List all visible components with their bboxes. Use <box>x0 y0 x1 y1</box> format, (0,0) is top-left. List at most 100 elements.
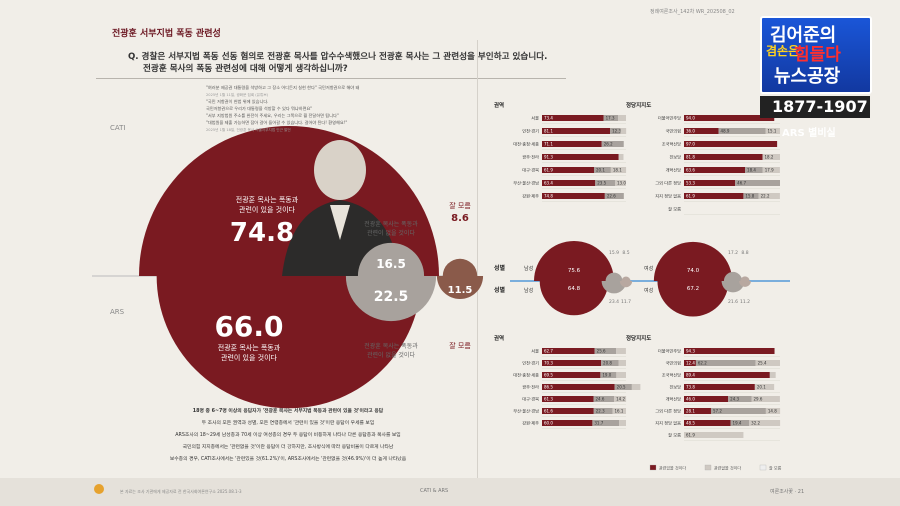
bar-value: 63.4 <box>544 181 553 186</box>
bar-value: 28.1 <box>686 409 695 414</box>
bar-segment <box>619 420 626 426</box>
bar-value: 15.8 <box>745 194 754 199</box>
gender-cati-dk <box>621 276 631 281</box>
gender-cati-related-value: 75.6 <box>568 268 581 274</box>
bar-segment <box>614 180 626 186</box>
bar-value: 53.3 <box>686 181 695 186</box>
bar-segment <box>762 167 780 173</box>
gender-cati-unrelated-value: 15.9 <box>609 250 619 256</box>
bar-segment <box>542 154 619 160</box>
bar-value: 26.2 <box>604 142 613 147</box>
bar-segment <box>754 384 775 390</box>
bar-segment <box>614 384 632 390</box>
bar-segment <box>592 420 620 426</box>
cati-dk-value: 8.6 <box>451 213 469 224</box>
bar-value: 94.0 <box>686 116 695 121</box>
bar-value: 29.6 <box>753 397 762 402</box>
bar-segment <box>616 348 626 354</box>
ars-note: ARS 별비실 <box>782 128 836 139</box>
bar-segment <box>601 141 624 147</box>
bar-value: 73.8 <box>686 385 695 390</box>
ars-label: ARS <box>110 308 125 316</box>
bar-segment <box>749 420 781 426</box>
cati-related-caption-2: 관련이 있을 것이다 <box>239 205 296 214</box>
logo-red: 힘들다 <box>794 45 841 65</box>
row-label: 잘 모름 <box>668 206 681 212</box>
gender-cati-dk-value: 8.8 <box>741 250 748 256</box>
years-text: 1877-1907 <box>772 97 868 116</box>
bar-value: 22.6 <box>607 194 616 199</box>
row-label: 지지 정당 없음 <box>655 193 681 200</box>
panel-title: 권역 <box>494 101 504 109</box>
gender-ars-related <box>657 281 729 317</box>
legend-label: 잘 모름 <box>769 465 782 471</box>
bar-value: 25.4 <box>758 361 767 366</box>
bar-value: 13.0 <box>617 181 626 186</box>
bar-value: 60.0 <box>544 421 553 426</box>
bar-value: 18.4 <box>747 168 756 173</box>
row-label: 인천·경기 <box>522 360 539 367</box>
summary-line: 국민의힘 지지층에서는 '관련없을 것'이란 응답이 더 강하지만, 조사방식에… <box>183 443 394 450</box>
bar-segment <box>603 115 619 121</box>
bar-segment <box>745 167 763 173</box>
row-label: 광주·전라 <box>522 384 539 391</box>
bar-segment <box>542 167 594 173</box>
logo-line-2: 뉴스공장 <box>774 66 841 87</box>
sun-logo-icon <box>94 484 104 494</box>
gender-cati-related <box>653 241 733 281</box>
bar-segment <box>542 408 594 414</box>
bar-segment <box>751 396 780 402</box>
row-label: 개혁신당 <box>666 396 682 403</box>
gender-label-cati: 여성 <box>644 265 653 272</box>
cati-related-value: 74.8 <box>230 218 294 248</box>
bar-segment <box>542 128 611 134</box>
bar-value: 31.7 <box>594 421 603 426</box>
row-label: 대구·경북 <box>522 167 539 174</box>
gender-cati-related-value: 74.0 <box>687 268 700 274</box>
legend-swatch <box>704 464 712 471</box>
bar-value: 62.2 <box>698 361 707 366</box>
gender-title-ars: 성별 <box>494 286 506 294</box>
summary-line: 보수층의 경우, CATI조사에서는 '관련있을 것(61.2%)'이, ARS… <box>170 455 407 462</box>
legend-label: 관련없을 것이다 <box>714 465 741 471</box>
ars-related-bubble <box>156 276 422 409</box>
gender-ars-related <box>539 281 609 316</box>
bar-segment <box>593 396 615 402</box>
ars-related-value: 66.0 <box>214 310 283 343</box>
bar-segment <box>684 384 755 390</box>
row-label: 강원·제주 <box>522 193 539 200</box>
row-label: 조국혁신당 <box>662 372 681 379</box>
bar-segment <box>594 348 617 354</box>
row-label: 서울 <box>531 115 539 122</box>
bar-value: 18.2 <box>765 155 774 160</box>
logo-line-1: 김어준의 <box>770 25 837 46</box>
bar-segment <box>620 128 627 134</box>
bar-segment <box>684 432 744 438</box>
cati-label: CATI <box>110 124 125 132</box>
ars-dk-bubble <box>436 276 484 300</box>
bar-value: 70.3 <box>544 361 553 366</box>
bar-value: 71.1 <box>544 142 553 147</box>
bar-value: 22.2 <box>761 194 770 199</box>
bar-segment <box>684 360 696 366</box>
bar-value: 18.1 <box>613 168 622 173</box>
bar-value: 73.4 <box>544 116 553 121</box>
row-label: 대구·경북 <box>522 396 539 403</box>
bar-value: 91.3 <box>544 155 553 160</box>
bar-segment <box>612 408 626 414</box>
cati-dk-bubble <box>442 258 478 276</box>
row-label: 개혁신당 <box>666 167 682 174</box>
bar-segment <box>684 193 744 199</box>
bar-segment <box>684 141 778 147</box>
footer-center: CATI & ARS <box>420 488 449 494</box>
question-line-2: 전광훈 목사의 폭동 관련성에 대해 어떻게 생각하십니까? <box>143 64 348 74</box>
cati-unrelated-value: 16.5 <box>376 257 406 271</box>
quote-line: "국민 저항권이 헌법 위에 있습니다. <box>206 98 269 105</box>
bar-segment <box>542 193 605 199</box>
gender-title-cati: 성별 <box>494 264 506 272</box>
bar-segment <box>684 348 775 354</box>
bar-value: 89.4 <box>686 373 695 378</box>
bar-value: 74.8 <box>544 194 553 199</box>
row-label: 부산·울산·경남 <box>513 408 539 415</box>
